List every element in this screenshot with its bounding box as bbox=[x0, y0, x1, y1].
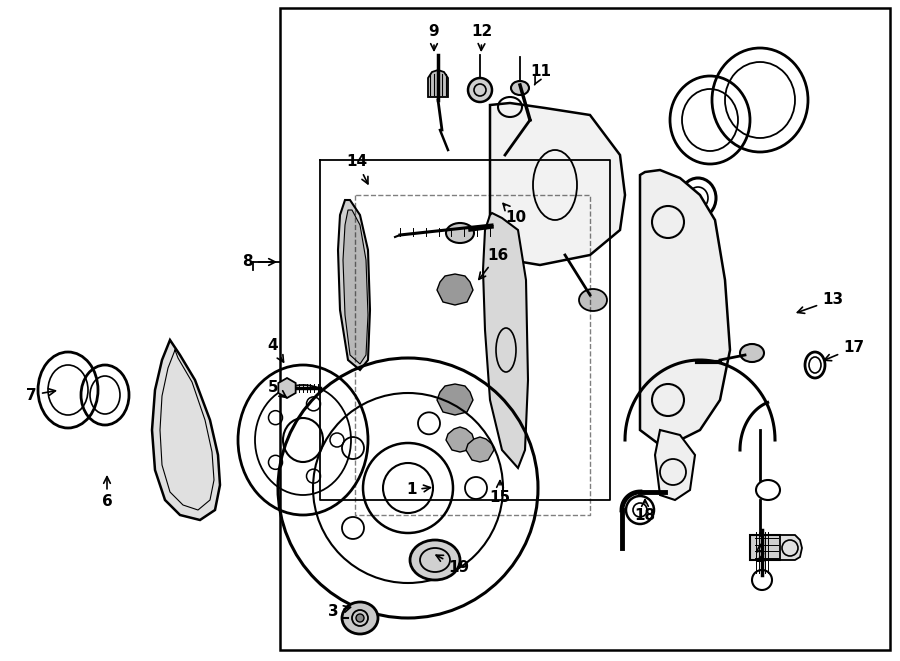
Polygon shape bbox=[750, 535, 785, 560]
Ellipse shape bbox=[446, 223, 474, 243]
Text: 14: 14 bbox=[346, 155, 368, 184]
Text: 6: 6 bbox=[102, 477, 112, 510]
Text: 12: 12 bbox=[472, 24, 492, 50]
Text: 1: 1 bbox=[406, 483, 430, 498]
Text: 19: 19 bbox=[436, 555, 469, 574]
Text: 8: 8 bbox=[242, 254, 275, 270]
Text: 16: 16 bbox=[479, 247, 508, 280]
Ellipse shape bbox=[740, 344, 764, 362]
Polygon shape bbox=[343, 210, 368, 364]
Ellipse shape bbox=[342, 602, 378, 634]
Text: 17: 17 bbox=[824, 340, 864, 361]
Polygon shape bbox=[437, 384, 473, 415]
Polygon shape bbox=[338, 200, 370, 370]
Polygon shape bbox=[490, 103, 625, 265]
Text: 2: 2 bbox=[754, 545, 765, 566]
Polygon shape bbox=[437, 274, 473, 305]
Polygon shape bbox=[446, 427, 474, 452]
Text: 7: 7 bbox=[26, 387, 56, 403]
Text: 5: 5 bbox=[267, 381, 286, 397]
Ellipse shape bbox=[579, 289, 607, 311]
Text: 13: 13 bbox=[797, 293, 843, 313]
Text: 11: 11 bbox=[530, 65, 552, 85]
Polygon shape bbox=[428, 70, 448, 97]
Bar bbox=[280, 8, 890, 650]
Text: 18: 18 bbox=[634, 500, 655, 524]
Text: 10: 10 bbox=[503, 204, 526, 225]
Polygon shape bbox=[780, 535, 802, 560]
Polygon shape bbox=[466, 437, 494, 462]
Polygon shape bbox=[278, 378, 296, 398]
Polygon shape bbox=[152, 340, 220, 520]
Polygon shape bbox=[655, 430, 695, 500]
Text: 9: 9 bbox=[428, 24, 439, 50]
Text: 3: 3 bbox=[328, 605, 350, 619]
Ellipse shape bbox=[410, 540, 460, 580]
Polygon shape bbox=[640, 170, 730, 445]
Text: 15: 15 bbox=[490, 481, 510, 506]
Circle shape bbox=[356, 614, 364, 622]
Ellipse shape bbox=[511, 81, 529, 95]
Circle shape bbox=[468, 78, 492, 102]
Polygon shape bbox=[483, 213, 528, 468]
Text: 4: 4 bbox=[267, 338, 284, 362]
